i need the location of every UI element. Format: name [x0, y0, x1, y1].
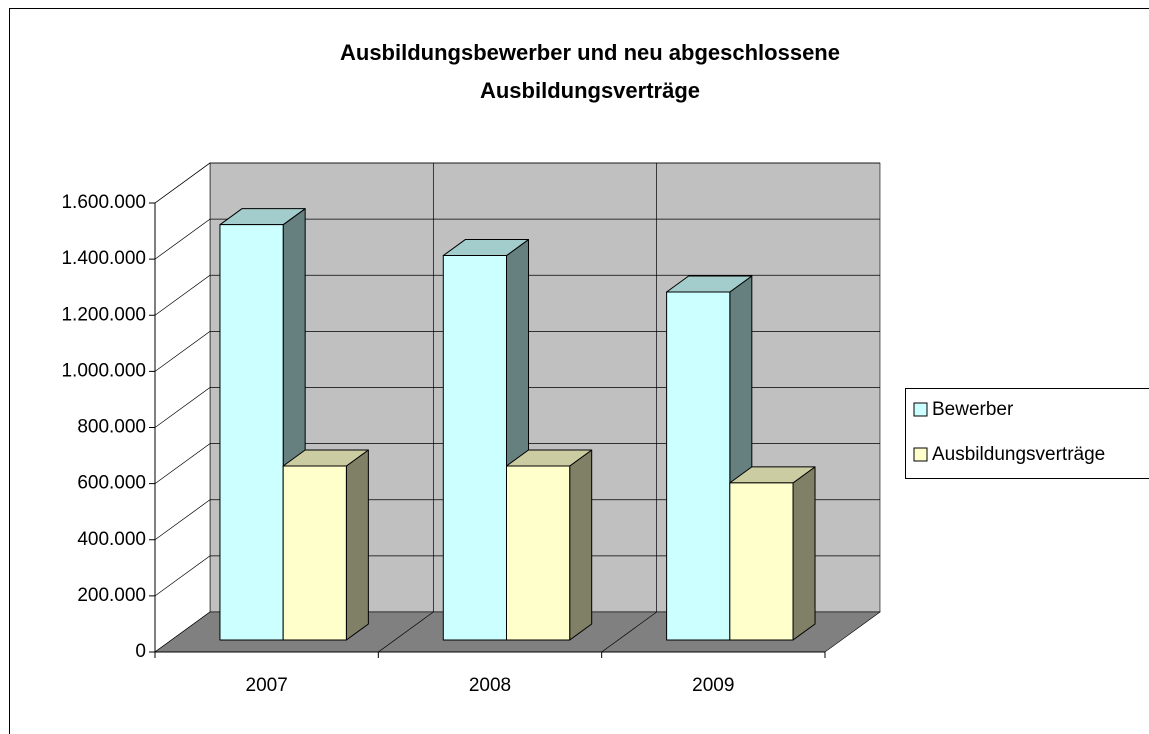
bar-front [666, 291, 731, 641]
x-tick-label: 2008 [469, 675, 511, 696]
bar [729, 466, 816, 641]
x-tick-label: 2007 [246, 675, 288, 696]
y-tick-label: 800.000 [77, 417, 146, 438]
bar-side [569, 449, 593, 641]
x-tick-label: 2009 [692, 675, 734, 696]
bar-side [792, 466, 816, 641]
bar-front [729, 482, 794, 641]
floor-divider [601, 611, 657, 653]
legend-swatch [913, 447, 928, 462]
chart-title: Ausbildungsbewerber und neu abgeschlosse… [340, 40, 840, 103]
legend-label: Bewerber [932, 399, 1014, 420]
y-tick-label: 600.000 [77, 473, 146, 494]
floor-divider [378, 611, 434, 653]
y-tick-label: 1.200.000 [61, 304, 146, 325]
y-tick-label: 1.000.000 [61, 360, 146, 381]
bar-front [505, 465, 571, 641]
legend-swatch [913, 402, 928, 417]
y-tick-label: 1.600.000 [61, 192, 146, 213]
bar [505, 449, 593, 641]
legend-label: Ausbildungsverträge [932, 444, 1105, 465]
bar [282, 449, 369, 641]
bar-front [442, 255, 507, 641]
y-tick-label: 400.000 [77, 529, 146, 550]
y-tick-label: 200.000 [77, 585, 146, 606]
bar-front [219, 224, 284, 641]
y-tick-label: 1.400.000 [61, 248, 146, 269]
bar-front [282, 465, 347, 641]
bar-side [345, 449, 369, 641]
legend-box [905, 388, 1149, 479]
chart-border [9, 8, 1149, 734]
bar [442, 239, 529, 641]
y-tick-label: 0 [135, 641, 146, 662]
